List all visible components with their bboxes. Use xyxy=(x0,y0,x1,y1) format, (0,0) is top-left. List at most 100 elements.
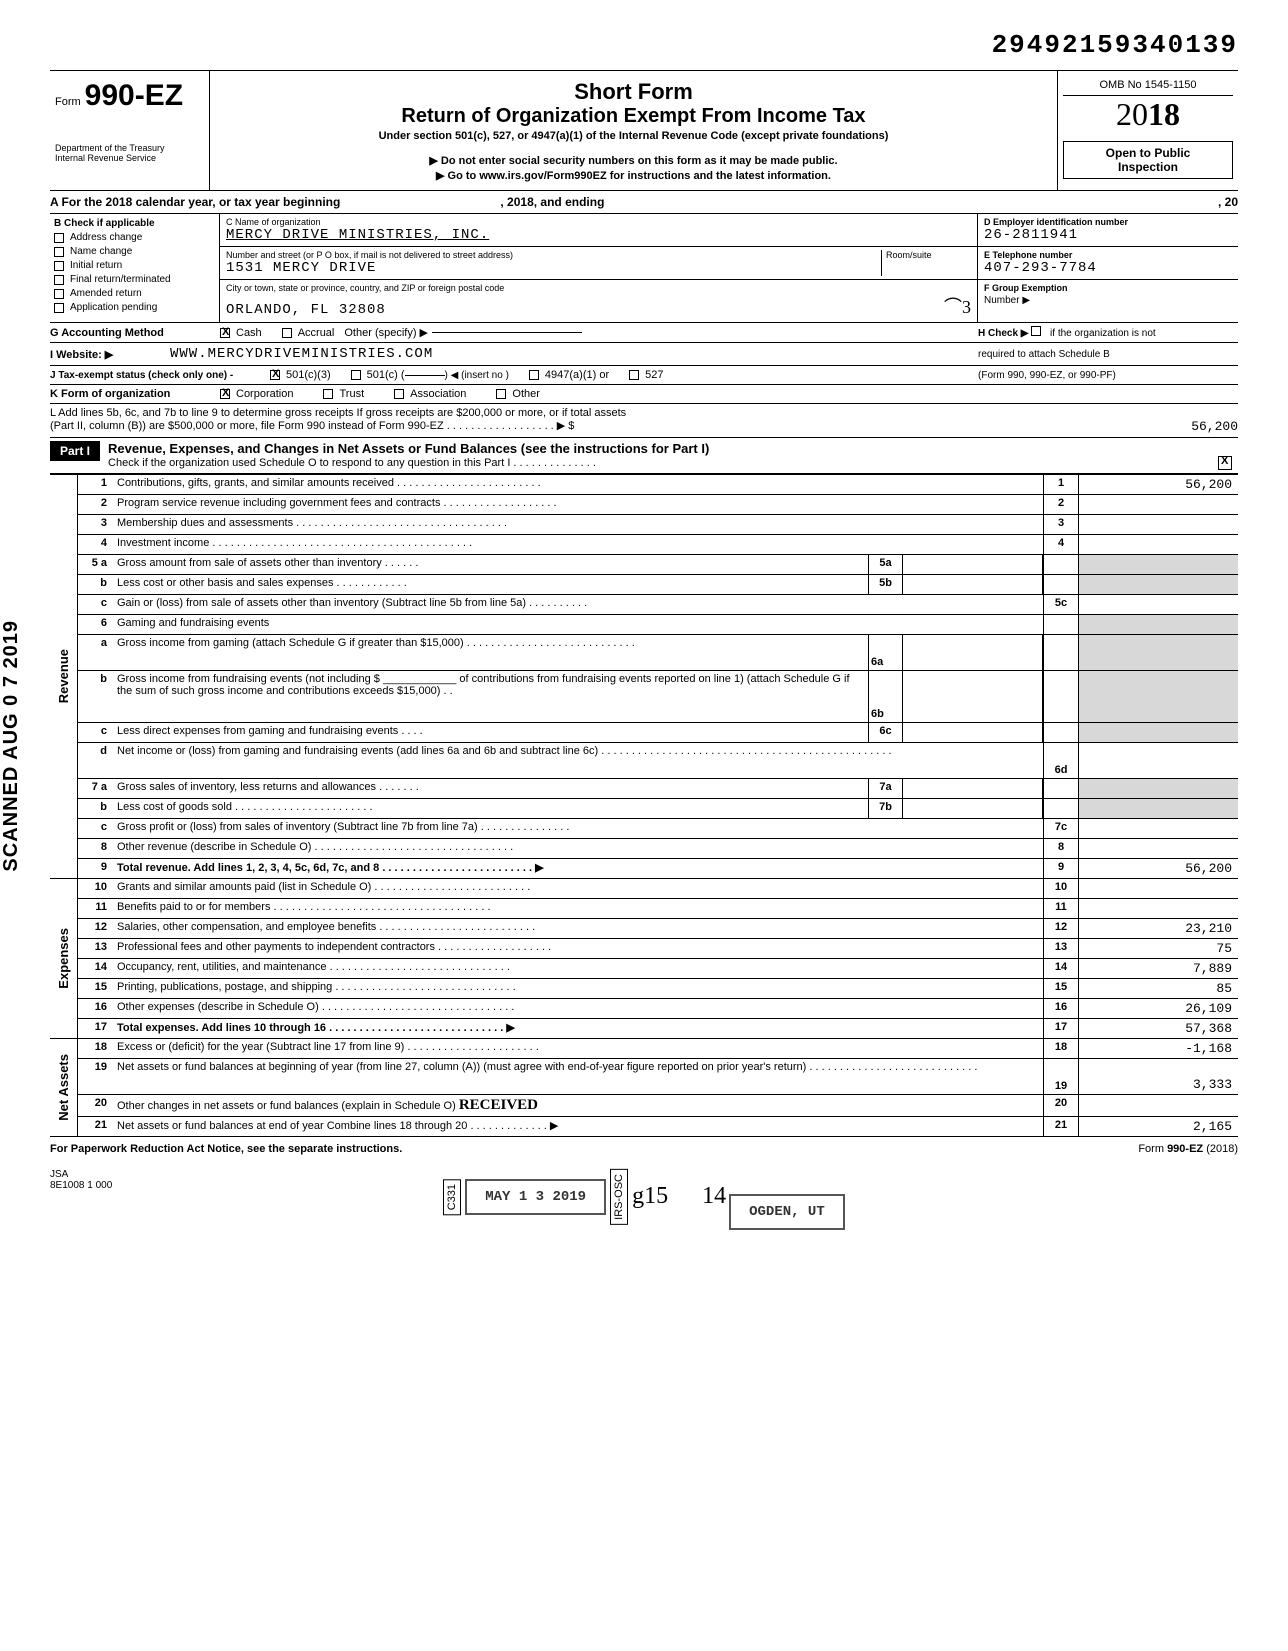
box-5c: 5c xyxy=(1043,595,1078,614)
year-bold: 18 xyxy=(1148,96,1180,132)
barcode-number: 29492159340139 xyxy=(50,30,1238,60)
mv-6b xyxy=(903,671,1043,722)
checkbox-501c3[interactable]: X xyxy=(270,370,280,380)
ln-5b: b xyxy=(78,575,113,594)
val-17: 57,368 xyxy=(1078,1019,1238,1038)
val-18: -1,168 xyxy=(1078,1039,1238,1058)
checkbox-trust[interactable] xyxy=(323,389,333,399)
h-txt2: required to attach Schedule B xyxy=(978,349,1238,360)
txt-16: Other expenses (describe in Schedule O) … xyxy=(113,999,1043,1018)
txt-14: Occupancy, rent, utilities, and maintena… xyxy=(113,959,1043,978)
checkbox-initial-return[interactable] xyxy=(54,261,64,271)
box-21: 21 xyxy=(1043,1117,1078,1136)
col-d: D Employer identification number 26-2811… xyxy=(978,214,1238,322)
date-stamp: MAY 1 3 2019 xyxy=(465,1179,606,1215)
group-number: Number ▶ xyxy=(984,293,1232,306)
city-label: City or town, state or province, country… xyxy=(226,283,971,293)
insert-no: ) ◀ (insert no ) xyxy=(445,370,509,381)
txt-5b: Less cost or other basis and sales expen… xyxy=(113,575,868,594)
part1-check-text: Check if the organization used Schedule … xyxy=(108,457,596,469)
tel-value: 407-293-7784 xyxy=(984,260,1232,276)
checkbox-assoc[interactable] xyxy=(394,389,404,399)
checkbox-527[interactable] xyxy=(629,370,639,380)
ln-13: 13 xyxy=(78,939,113,958)
paperwork-notice: For Paperwork Reduction Act Notice, see … xyxy=(50,1143,402,1155)
box-16: 16 xyxy=(1043,999,1078,1018)
line-l-txt2: (Part II, column (B)) are $500,000 or mo… xyxy=(50,419,1078,434)
form-ref: Form 990-EZ (2018) xyxy=(1138,1143,1238,1155)
trust-label: Trust xyxy=(339,388,364,400)
mv-5b xyxy=(903,575,1043,594)
box-2: 2 xyxy=(1043,495,1078,514)
checkbox-4947[interactable] xyxy=(529,370,539,380)
j-label: J Tax-exempt status (check only one) - xyxy=(50,370,270,381)
box-8: 8 xyxy=(1043,839,1078,858)
room-label: Room/suite xyxy=(886,250,971,260)
checkbox-name-change[interactable] xyxy=(54,247,64,257)
4947-label: 4947(a)(1) or xyxy=(545,369,609,381)
val-21: 2,165 xyxy=(1078,1117,1238,1136)
txt-20: Other changes in net assets or fund bala… xyxy=(117,1100,456,1112)
h-txt1: if the organization is not xyxy=(1050,328,1156,339)
omb-number: OMB No 1545-1150 xyxy=(1063,79,1233,96)
irs-osc-stamp: IRS-OSC xyxy=(610,1169,628,1225)
501c-label: 501(c) ( xyxy=(367,369,405,381)
checkbox-accrual[interactable] xyxy=(282,328,292,338)
line-a-mid: , 2018, and ending xyxy=(500,195,604,209)
checkbox-schedule-o[interactable]: X xyxy=(1218,456,1232,470)
checkbox-cash[interactable]: X xyxy=(220,328,230,338)
mb-7a: 7a xyxy=(868,779,903,798)
checkbox-h[interactable] xyxy=(1031,326,1041,336)
checkbox-final-return[interactable] xyxy=(54,275,64,285)
box-1: 1 xyxy=(1043,475,1078,494)
col-c: C Name of organization MERCY DRIVE MINIS… xyxy=(220,214,978,322)
txt-8: Other revenue (describe in Schedule O) .… xyxy=(113,839,1043,858)
527-label: 527 xyxy=(645,369,663,381)
line-l: L Add lines 5b, 6c, and 7b to line 9 to … xyxy=(50,404,1238,438)
cash-label: Cash xyxy=(236,327,262,339)
box-19: 19 xyxy=(1043,1059,1078,1094)
ln-21: 21 xyxy=(78,1117,113,1136)
header-block: Form 990-EZ Department of the Treasury I… xyxy=(50,70,1238,191)
print-code: 8E1008 1 000 xyxy=(50,1180,170,1191)
assoc-label: Association xyxy=(410,388,466,400)
inspection-text: Inspection xyxy=(1068,160,1228,174)
gval-6a xyxy=(1078,635,1238,670)
checkbox-501c[interactable] xyxy=(351,370,361,380)
txt-11: Benefits paid to or for members . . . . … xyxy=(113,899,1043,918)
gbox-6a xyxy=(1043,635,1078,670)
expenses-label: Expenses xyxy=(52,928,75,989)
checkbox-app-pending[interactable] xyxy=(54,303,64,313)
mb-6a: 6a xyxy=(868,635,903,670)
i-label: I Website: ▶ xyxy=(50,348,170,361)
bottom-area: JSA 8E1008 1 000 C331 MAY 1 3 2019 IRS-O… xyxy=(50,1169,1238,1230)
mb-7b: 7b xyxy=(868,799,903,818)
gval-6b xyxy=(1078,671,1238,722)
year-outline: 20 xyxy=(1116,96,1148,132)
open-text: Open to Public xyxy=(1068,146,1228,160)
title-main: Return of Organization Exempt From Incom… xyxy=(230,105,1037,128)
checkbox-address-change[interactable] xyxy=(54,233,64,243)
revenue-label: Revenue xyxy=(52,649,75,703)
street-value: 1531 MERCY DRIVE xyxy=(226,260,881,276)
k-label: K Form of organization xyxy=(50,388,220,400)
val-16: 26,109 xyxy=(1078,999,1238,1018)
checkbox-corp[interactable]: X xyxy=(220,389,230,399)
stamp-date: MAY 1 3 2019 xyxy=(485,1189,586,1205)
txt-6d: Net income or (loss) from gaming and fun… xyxy=(113,743,1043,778)
dept-irs: Internal Revenue Service xyxy=(55,153,204,163)
h-label: H Check ▶ xyxy=(978,328,1028,339)
line-g: G Accounting Method X Cash Accrual Other… xyxy=(50,323,1238,343)
mv-7a xyxy=(903,779,1043,798)
val-2 xyxy=(1078,495,1238,514)
box-3: 3 xyxy=(1043,515,1078,534)
mv-7b xyxy=(903,799,1043,818)
box-7c: 7c xyxy=(1043,819,1078,838)
c331-stamp: C331 xyxy=(443,1179,461,1215)
tel-label: E Telephone number xyxy=(984,250,1232,260)
checkbox-other-org[interactable] xyxy=(496,389,506,399)
box-13: 13 xyxy=(1043,939,1078,958)
other-org-label: Other xyxy=(512,388,540,400)
mb-6c: 6c xyxy=(868,723,903,742)
checkbox-amended[interactable] xyxy=(54,289,64,299)
